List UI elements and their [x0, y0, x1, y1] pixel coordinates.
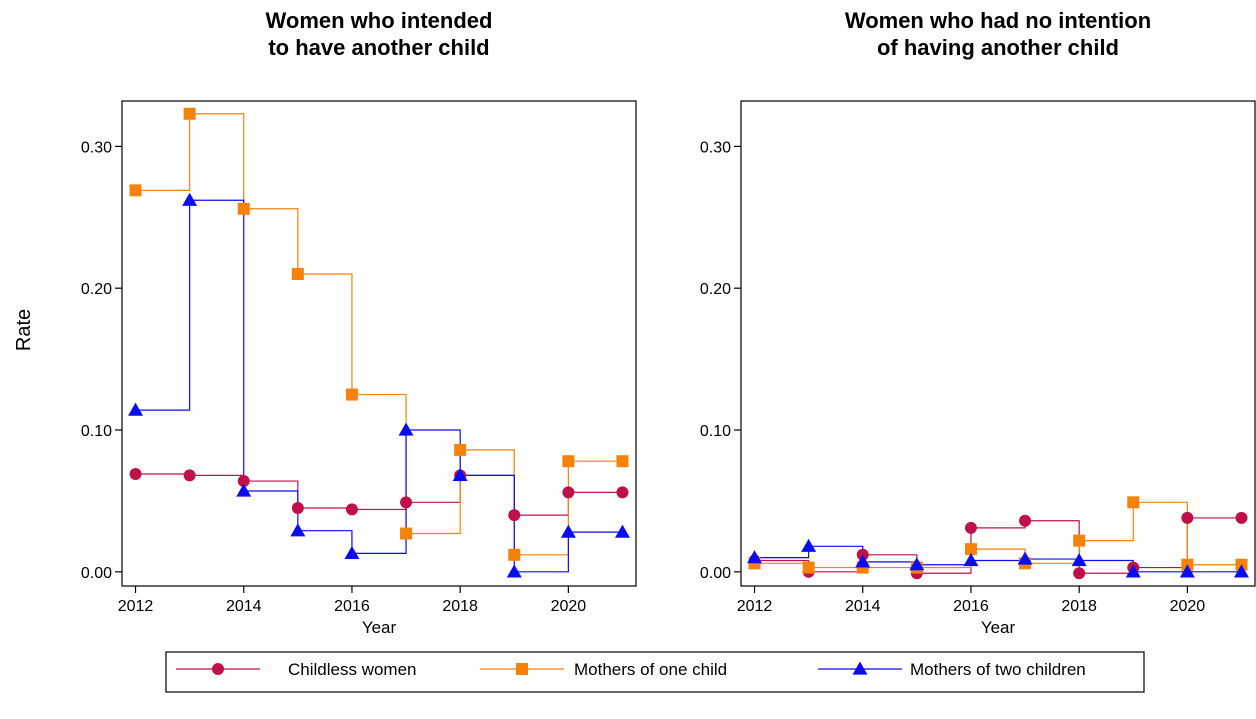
left-series-line-2 [135, 113, 623, 556]
right-x-tick-label: 2014 [845, 598, 881, 615]
left-series-2-point [454, 443, 467, 456]
right-series-3-point [855, 554, 871, 568]
left-y-tick-label: 0.00 [81, 565, 112, 582]
right-series-1-point [1073, 567, 1086, 580]
right-series-3-point [801, 538, 817, 552]
right-series-2-point [1073, 534, 1086, 547]
right-series-3-point [963, 552, 979, 567]
left-series-1-point [129, 467, 142, 480]
right-y-tick-label: 0.30 [700, 139, 731, 156]
left-series-1-point [400, 496, 413, 509]
left-series-2-point [400, 527, 413, 540]
right-y-tick-label: 0.20 [700, 281, 731, 298]
left-x-axis-label: Year [362, 618, 397, 637]
y-axis-label: Rate [13, 309, 35, 351]
left-series-line-3 [135, 199, 623, 573]
left-series-3-point [290, 523, 306, 537]
legend: Childless women Mothers of one child Mothe… [165, 651, 1145, 693]
right-series-1-point [1019, 514, 1032, 527]
left-y-tick-label: 0.10 [81, 423, 112, 440]
right-series-3-point [1125, 564, 1141, 578]
left-series-3-point [182, 192, 198, 206]
legend-label-3: Mothers of two children [910, 660, 1086, 679]
right-x-axis-label: Year [981, 618, 1016, 637]
left-series-3-point [560, 524, 576, 538]
right-series-3-point [1017, 551, 1033, 565]
left-x-tick-label: 2020 [551, 598, 587, 615]
left-x-tick-label: 2018 [442, 598, 478, 615]
left-series-2-point [237, 202, 250, 215]
right-series-3-point [1179, 564, 1195, 578]
right-x-tick-label: 2018 [1061, 598, 1097, 615]
legend-marker-2 [516, 663, 528, 675]
left-series-2-point [508, 548, 521, 561]
left-series-3-point [614, 524, 630, 538]
left-panel: Women who intended to have another child… [81, 8, 637, 637]
left-series-1-point [345, 503, 358, 516]
left-series-1-point [508, 509, 521, 522]
left-x-tick-label: 2014 [226, 598, 262, 615]
right-plot-frame [740, 100, 1256, 587]
right-panel: Women who had no intention of having ano… [700, 8, 1256, 637]
legend-label-2: Mothers of one child [574, 660, 727, 679]
left-series-1-point [616, 486, 629, 499]
right-series-2-point [964, 543, 977, 556]
right-y-tick-label: 0.10 [700, 423, 731, 440]
right-x-tick-label: 2012 [737, 598, 773, 615]
legend-marker-3 [852, 661, 868, 675]
right-series-3-point [1071, 552, 1087, 567]
left-plot-frame [121, 100, 637, 587]
left-series-3-point [128, 402, 144, 416]
left-series-2-point [291, 268, 304, 281]
left-series-2-point [183, 107, 196, 120]
right-series-1-point [964, 521, 977, 534]
right-series-1-point [1181, 511, 1194, 524]
left-series-3-point [344, 545, 360, 560]
right-panel-title-line-2: of having another child [877, 35, 1119, 60]
left-series-line-1 [135, 473, 623, 516]
right-series-2-point [1127, 496, 1140, 509]
right-series-3-point [1233, 564, 1249, 578]
left-x-tick-label: 2012 [118, 598, 154, 615]
left-series-1-point [237, 475, 250, 488]
left-series-3-point [452, 467, 468, 482]
right-series-line-2 [754, 501, 1242, 569]
left-series-3-point [398, 422, 414, 436]
right-x-tick-label: 2020 [1170, 598, 1206, 615]
left-panel-title-line-1: Women who intended [266, 8, 493, 33]
left-y-tick-label: 0.20 [81, 281, 112, 298]
left-series-2-point [345, 388, 358, 401]
legend-frame [165, 651, 1145, 693]
left-series-3-point [506, 564, 522, 578]
left-series-1-point [291, 502, 304, 515]
left-series-2-point [616, 455, 629, 468]
right-series-3-point [909, 557, 925, 571]
right-series-3-point [747, 550, 763, 564]
right-panel-title-line-1: Women who had no intention [845, 8, 1151, 33]
left-series-3-point [236, 483, 252, 497]
left-series-2-point [129, 184, 142, 197]
left-series-1-point [183, 469, 196, 482]
right-series-1-point [1235, 511, 1248, 524]
legend-marker-1 [212, 663, 224, 675]
left-series-1-point [562, 486, 575, 499]
left-x-tick-label: 2016 [334, 598, 370, 615]
right-y-tick-label: 0.00 [700, 565, 731, 582]
right-series-2-point [802, 561, 815, 574]
left-y-tick-label: 0.30 [81, 139, 112, 156]
legend-label-1: Childless women [288, 660, 417, 679]
right-x-tick-label: 2016 [953, 598, 989, 615]
right-series-line-1 [754, 517, 1242, 574]
left-series-2-point [562, 455, 575, 468]
left-panel-title-line-2: to have another child [268, 35, 489, 60]
